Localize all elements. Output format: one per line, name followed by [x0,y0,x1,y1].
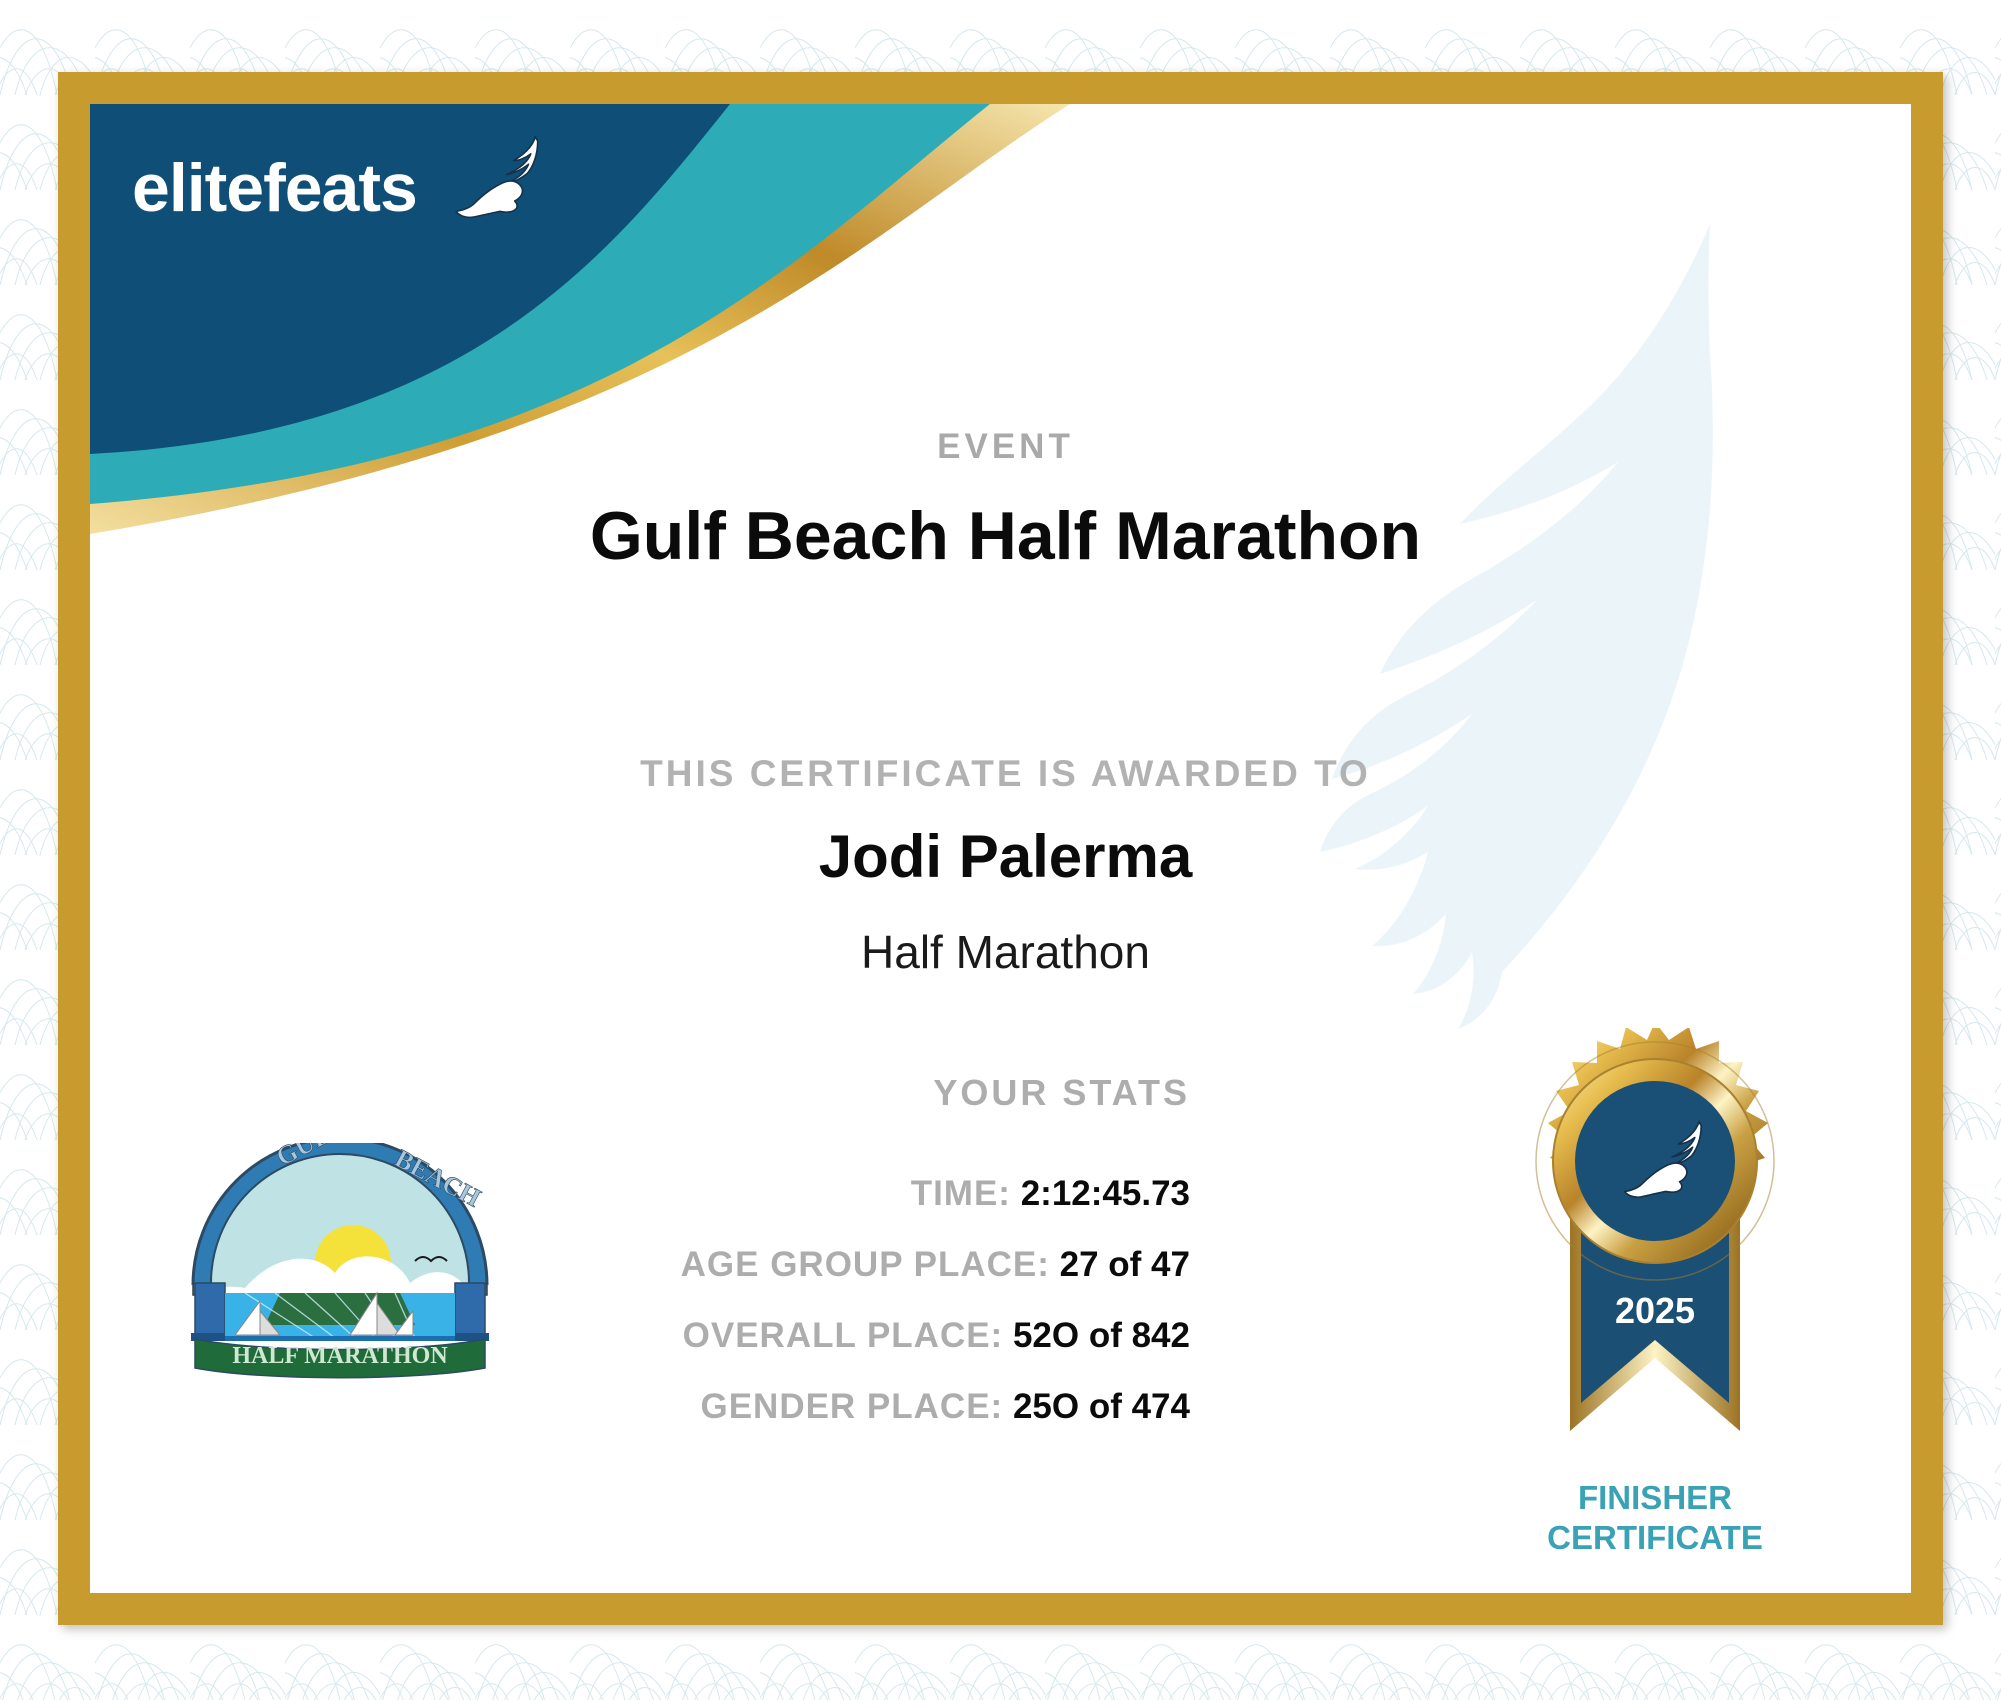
svg-text:2025: 2025 [1615,1290,1695,1331]
svg-text:HALF MARATHON: HALF MARATHON [232,1343,448,1369]
